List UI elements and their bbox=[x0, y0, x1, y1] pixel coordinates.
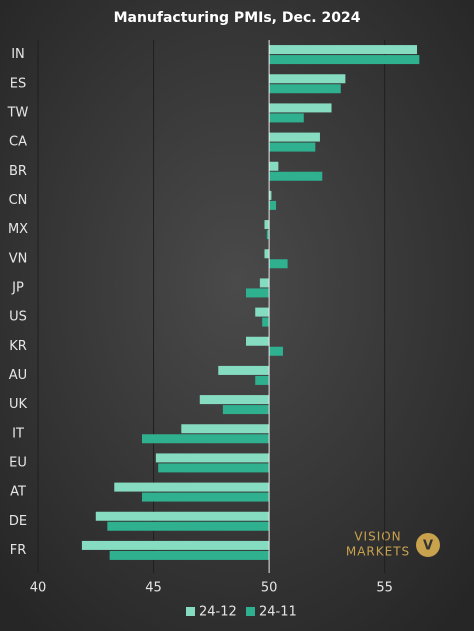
bar bbox=[269, 171, 323, 181]
bar bbox=[181, 424, 270, 434]
y-tick-label: IT bbox=[12, 426, 24, 441]
y-tick-label: ES bbox=[10, 76, 26, 91]
bar bbox=[255, 375, 270, 385]
bar bbox=[255, 307, 270, 317]
y-tick-label: DE bbox=[9, 514, 27, 529]
y-tick-label: US bbox=[9, 310, 27, 325]
bar bbox=[218, 365, 270, 375]
bar bbox=[269, 161, 279, 171]
bar bbox=[269, 84, 341, 94]
y-tick-label: MX bbox=[8, 222, 28, 237]
bar bbox=[269, 74, 346, 84]
y-tick-label: UK bbox=[9, 397, 28, 412]
bar bbox=[142, 434, 270, 444]
logo-mark: V bbox=[423, 539, 433, 554]
x-tick-label: 45 bbox=[145, 581, 162, 596]
legend-label: 24-11 bbox=[259, 605, 297, 620]
y-tick-label: VN bbox=[9, 251, 28, 266]
y-tick-label: CA bbox=[9, 135, 27, 150]
bar bbox=[142, 492, 270, 502]
bar bbox=[114, 482, 270, 492]
bar bbox=[158, 463, 270, 473]
logo-text: VISION bbox=[354, 530, 401, 544]
y-tick-label: IN bbox=[11, 47, 25, 62]
y-tick-label: JP bbox=[11, 280, 24, 295]
bar bbox=[269, 103, 332, 113]
bar bbox=[262, 317, 270, 327]
bar bbox=[266, 230, 270, 240]
bar bbox=[81, 540, 270, 550]
bar bbox=[269, 55, 420, 65]
legend-swatch bbox=[186, 607, 195, 616]
logo-icon bbox=[416, 533, 440, 557]
bar bbox=[199, 395, 270, 405]
bar bbox=[269, 200, 277, 210]
bar bbox=[269, 113, 304, 123]
y-tick-label: BR bbox=[9, 164, 27, 179]
bar bbox=[222, 405, 270, 415]
bar bbox=[95, 511, 270, 521]
bar bbox=[269, 190, 272, 200]
bar bbox=[264, 220, 270, 230]
bar bbox=[269, 132, 320, 142]
x-tick-label: 50 bbox=[261, 581, 278, 596]
y-tick-label: EU bbox=[9, 455, 27, 470]
legend-label: 24-12 bbox=[199, 605, 237, 620]
bar bbox=[155, 453, 270, 463]
bar bbox=[259, 278, 270, 288]
bar bbox=[269, 45, 418, 55]
logo-text: MARKETS bbox=[346, 545, 410, 559]
y-tick-label: AT bbox=[10, 485, 26, 500]
bar bbox=[246, 336, 270, 346]
y-tick-label: FR bbox=[10, 543, 27, 558]
bar bbox=[107, 521, 270, 531]
bar bbox=[269, 142, 316, 152]
bar bbox=[246, 288, 270, 298]
bar bbox=[109, 550, 270, 560]
legend-swatch bbox=[246, 607, 255, 616]
y-tick-label: AU bbox=[9, 368, 27, 383]
y-tick-label: CN bbox=[9, 193, 28, 208]
y-tick-label: KR bbox=[9, 339, 27, 354]
bar bbox=[269, 259, 288, 269]
bar bbox=[264, 249, 270, 259]
x-tick-label: 40 bbox=[30, 581, 47, 596]
chart-title: Manufacturing PMIs, Dec. 2024 bbox=[114, 10, 361, 26]
logo: VISION MARKETS V bbox=[346, 530, 440, 559]
bar bbox=[269, 346, 283, 356]
y-tick-label: TW bbox=[7, 105, 29, 120]
x-tick-label: 55 bbox=[376, 581, 393, 596]
